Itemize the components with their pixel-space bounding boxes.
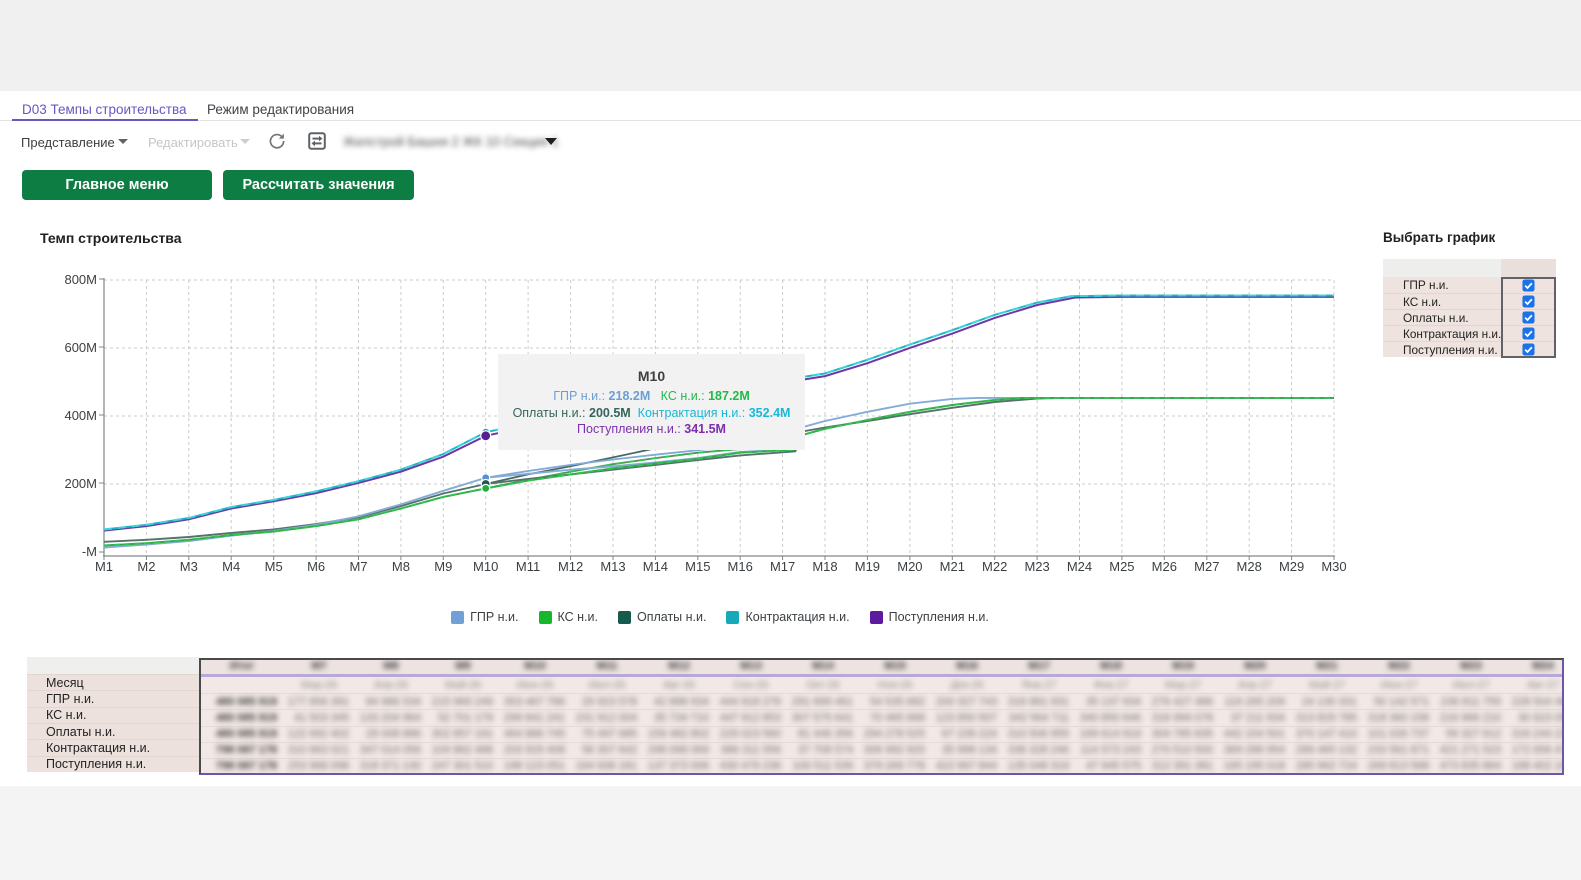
svg-text:600M: 600M — [64, 340, 97, 355]
svg-text:-M: -M — [82, 544, 97, 559]
svg-text:M30: M30 — [1321, 559, 1346, 574]
svg-text:M17: M17 — [770, 559, 795, 574]
svg-text:M7: M7 — [349, 559, 367, 574]
svg-text:M16: M16 — [728, 559, 753, 574]
svg-text:M12: M12 — [558, 559, 583, 574]
svg-text:M15: M15 — [685, 559, 710, 574]
svg-text:M4: M4 — [222, 559, 240, 574]
svg-text:M27: M27 — [1194, 559, 1219, 574]
svg-text:M9: M9 — [434, 559, 452, 574]
svg-text:M2: M2 — [137, 559, 155, 574]
svg-text:M21: M21 — [940, 559, 965, 574]
svg-text:M25: M25 — [1109, 559, 1134, 574]
svg-text:M24: M24 — [1067, 559, 1092, 574]
svg-text:M5: M5 — [265, 559, 283, 574]
svg-text:M11: M11 — [516, 559, 540, 574]
svg-text:M13: M13 — [600, 559, 625, 574]
svg-text:M3: M3 — [180, 559, 198, 574]
svg-text:400M: 400M — [64, 408, 97, 423]
svg-text:800M: 800M — [64, 272, 97, 287]
svg-text:M23: M23 — [1024, 559, 1049, 574]
svg-text:M8: M8 — [392, 559, 410, 574]
svg-text:M14: M14 — [643, 559, 668, 574]
svg-text:M1: M1 — [95, 559, 113, 574]
svg-text:200M: 200M — [64, 476, 97, 491]
svg-text:M29: M29 — [1279, 559, 1304, 574]
svg-text:M10: M10 — [473, 559, 498, 574]
svg-text:M6: M6 — [307, 559, 325, 574]
svg-text:M22: M22 — [982, 559, 1007, 574]
svg-text:M26: M26 — [1152, 559, 1177, 574]
svg-text:M20: M20 — [897, 559, 922, 574]
svg-text:M18: M18 — [812, 559, 837, 574]
svg-text:M28: M28 — [1237, 559, 1262, 574]
svg-text:M19: M19 — [855, 559, 880, 574]
